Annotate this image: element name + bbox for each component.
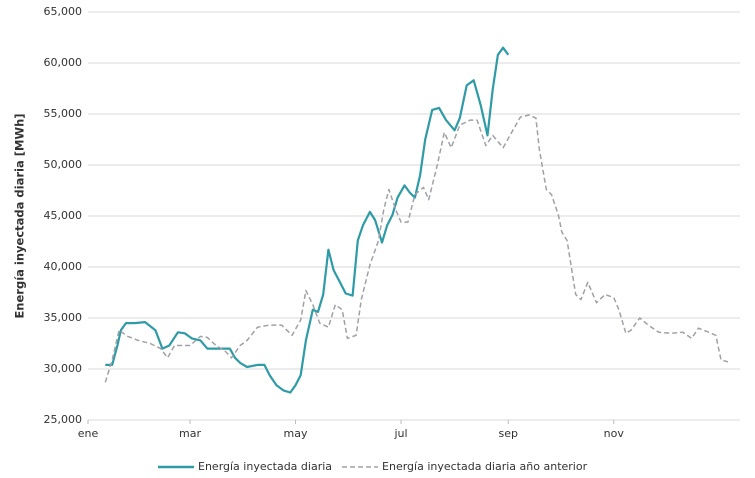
y-tick-label: 25,000: [44, 413, 83, 426]
y-tick-label: 55,000: [44, 107, 83, 120]
y-tick-label: 60,000: [44, 56, 83, 69]
y-tick-label: 35,000: [44, 311, 83, 324]
x-tick-label: nov: [604, 427, 625, 440]
x-tick-label: ene: [78, 427, 99, 440]
y-tick-label: 30,000: [44, 362, 83, 375]
legend-label: Energía inyectada diaria: [198, 460, 332, 473]
y-tick-label: 40,000: [44, 260, 83, 273]
series-line: [104, 114, 729, 383]
x-tick-label: mar: [179, 427, 201, 440]
x-tick-label: jul: [393, 427, 407, 440]
series-line: [105, 46, 510, 394]
y-tick-label: 45,000: [44, 209, 83, 222]
y-axis-label: Energía inyectada diaria [MWh]: [13, 113, 27, 318]
y-tick-label: 65,000: [44, 5, 83, 18]
x-tick-label: may: [284, 427, 308, 440]
y-tick-label: 50,000: [44, 158, 83, 171]
x-tick-label: sep: [499, 427, 518, 440]
legend-label: Energía inyectada diaria año anterior: [382, 460, 588, 473]
